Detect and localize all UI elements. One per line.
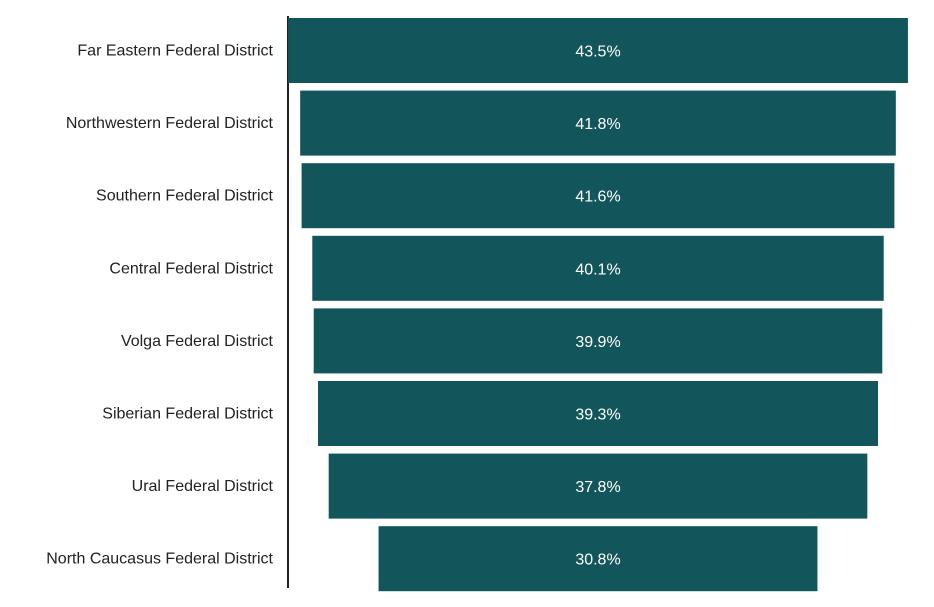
bar-6 [328,453,868,519]
value-label-5: 39.3% [575,407,620,424]
value-label-3: 40.1% [575,261,620,278]
category-label-6: Ural Federal District [132,478,274,495]
value-label-2: 41.6% [575,189,620,206]
category-label-0: Far Eastern Federal District [77,43,273,60]
category-label-3: Central Federal District [109,260,273,277]
bar-0 [288,18,908,83]
bar-5 [317,381,879,446]
category-labels: Far Eastern Federal District Northwestern… [46,43,273,568]
category-label-4: Volga Federal District [121,333,274,350]
category-label-5: Siberian Federal District [102,406,273,423]
value-label-6: 37.8% [575,479,620,496]
bar-3 [312,235,884,301]
value-label-4: 39.9% [575,334,620,351]
bar-2 [301,163,895,229]
bar-1 [300,90,896,156]
category-label-7: North Caucasus Federal District [46,551,273,568]
value-label-0: 43.5% [575,44,620,61]
value-label-7: 30.8% [575,552,620,569]
category-label-1: Northwestern Federal District [66,115,274,132]
value-label-1: 41.8% [575,116,620,133]
bar-4 [313,308,883,374]
category-label-2: Southern Federal District [96,188,274,205]
value-labels: 43.5% 41.8% 41.6% 40.1% 39.9% 39.3% 37.8% 30.8% [575,44,620,569]
bar-7 [378,526,818,592]
bars-group [288,18,908,592]
